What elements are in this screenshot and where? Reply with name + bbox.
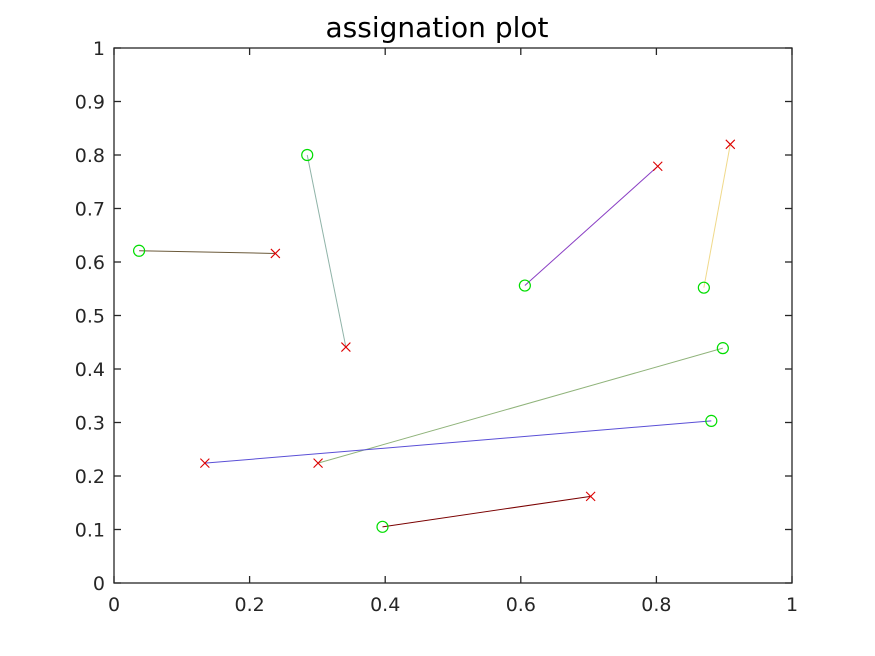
x-tick-label-4: 0.8 (641, 594, 671, 616)
cross-point-6 (585, 491, 596, 502)
assignment-line-0 (139, 250, 276, 254)
cross-stroke (652, 161, 663, 172)
chart-title: assignation plot (326, 11, 549, 44)
circle-point-1 (301, 148, 314, 162)
axis-ticks: 0 0.2 0.4 0.6 0.8 1 0 0.1 0.2 0.3 0.4 0.5 0.6 0.7 0.8 0… (75, 38, 798, 616)
y-tick-label-5: 0.5 (75, 306, 105, 328)
cross-point-1 (340, 342, 351, 352)
y-tick-label-4: 0.4 (75, 359, 105, 381)
cross-point-4 (313, 458, 323, 469)
circle-point-4 (716, 342, 729, 355)
cross-stroke (199, 458, 210, 469)
cross-point-3 (725, 139, 736, 150)
y-tick-label-8: 0.8 (75, 145, 105, 167)
y-tick-label-9: 0.9 (75, 92, 105, 114)
y-tick-label-6: 0.6 (75, 252, 105, 274)
plot-area (132, 139, 736, 533)
cross-stroke (725, 139, 736, 150)
cross-stroke (585, 491, 596, 502)
circle-point-0 (132, 244, 146, 257)
y-tick-label-3: 0.3 (75, 413, 105, 435)
x-tick-label-0: 0 (108, 594, 120, 616)
assignment-line-1 (306, 154, 347, 348)
x-tick-label-3: 0.6 (506, 594, 536, 616)
y-tick-label-7: 0.7 (75, 199, 105, 221)
y-tick-label-0: 0 (93, 573, 105, 595)
assignment-line-6 (382, 495, 591, 528)
circle-point-2 (518, 279, 531, 292)
y-tick-label-10: 1 (93, 38, 105, 60)
cross-stroke (340, 342, 351, 352)
axes-box (113, 47, 793, 584)
x-tick-label-2: 0.4 (370, 594, 400, 616)
y-tick-label-2: 0.2 (75, 466, 105, 488)
assignment-line-3 (703, 144, 731, 288)
cross-stroke (313, 458, 323, 469)
assignment-line-2 (524, 165, 659, 286)
assignment-line-4 (317, 347, 723, 464)
x-tick-label-5: 1 (786, 594, 798, 616)
assignment-line-5 (204, 420, 712, 464)
circle-point-3 (697, 281, 710, 294)
cross-stroke (270, 248, 281, 259)
circle-point-5 (705, 414, 718, 427)
cross-point-0 (270, 248, 281, 259)
circle-point-6 (376, 520, 389, 533)
cross-point-2 (652, 161, 663, 172)
y-tick-label-1: 0.1 (75, 520, 105, 542)
cross-point-5 (199, 458, 210, 469)
x-tick-label-1: 0.2 (234, 594, 264, 616)
